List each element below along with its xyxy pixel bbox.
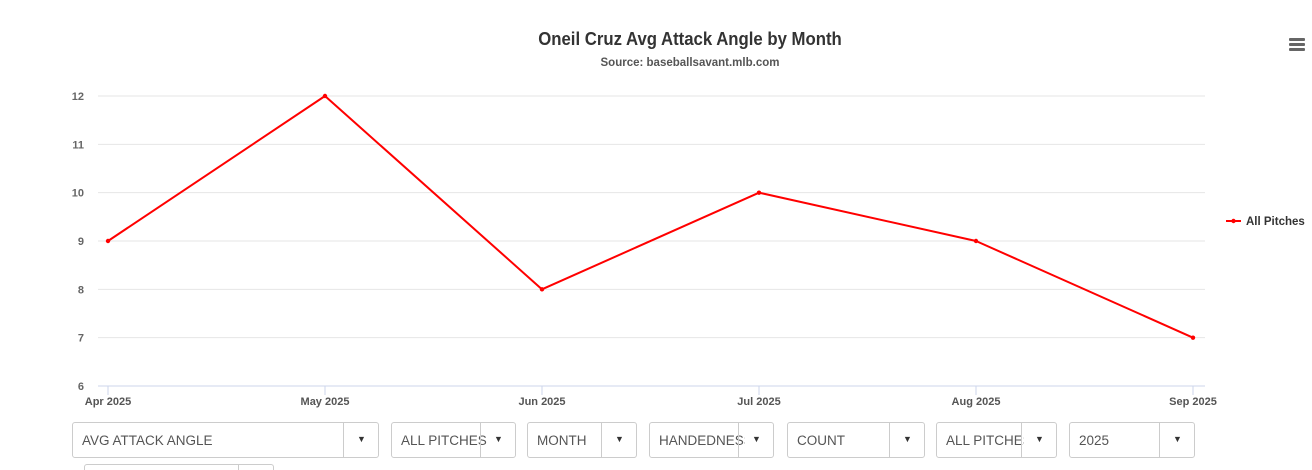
metric-dropdown[interactable]: AVG ATTACK ANGLE ▼ xyxy=(72,422,379,458)
data-point xyxy=(539,287,545,292)
x-tick-label: Jun 2025 xyxy=(518,396,565,408)
chevron-down-icon: ▼ xyxy=(357,434,366,444)
pitch-filter-dropdown-label: ALL PITCHES xyxy=(946,433,1024,448)
y-tick-label: 7 xyxy=(78,333,84,345)
chart-subtitle: Source: baseballsavant.mlb.com xyxy=(600,57,780,69)
legend-marker xyxy=(1231,218,1236,224)
menu-bar-top xyxy=(1289,38,1305,41)
data-point xyxy=(322,93,328,99)
group-by-dropdown-toggle[interactable]: ▼ xyxy=(601,423,636,457)
pitch-type-dropdown[interactable]: ALL PITCHES ▼ xyxy=(391,422,516,458)
chart-title: Oneil Cruz Avg Attack Angle by Month xyxy=(538,29,842,49)
x-tick-label: May 2025 xyxy=(301,396,350,408)
extra-dropdown-toggle[interactable] xyxy=(238,465,273,470)
extra-dropdown[interactable] xyxy=(84,464,274,470)
menu-bar-bottom xyxy=(1289,48,1305,51)
chevron-down-icon: ▼ xyxy=(615,434,624,444)
y-tick-label: 11 xyxy=(72,139,84,151)
line-chart: 6 7 8 9 10 11 12 Apr 2025 May 2025 Jun 2025 Jul 20… xyxy=(72,91,1305,408)
hamburger-menu-icon[interactable] xyxy=(1284,33,1310,55)
metric-dropdown-toggle[interactable]: ▼ xyxy=(343,423,378,457)
x-tick-label: Sep 2025 xyxy=(1169,396,1217,408)
y-tick-label: 9 xyxy=(78,236,84,248)
x-tick-label: Apr 2025 xyxy=(85,396,131,408)
x-tick-label: Jul 2025 xyxy=(737,396,780,408)
pitch-type-dropdown-label: ALL PITCHES xyxy=(401,433,487,448)
pitch-filter-dropdown-toggle[interactable]: ▼ xyxy=(1021,423,1056,457)
handedness-dropdown[interactable]: HANDEDNESS ▼ xyxy=(649,422,774,458)
chevron-down-icon: ▼ xyxy=(752,434,761,444)
pitch-type-dropdown-toggle[interactable]: ▼ xyxy=(480,423,515,457)
data-point xyxy=(973,238,979,244)
y-tick-label: 10 xyxy=(72,188,84,200)
chevron-down-icon: ▼ xyxy=(1035,434,1044,444)
series-line xyxy=(107,95,1194,339)
y-tick-label: 6 xyxy=(78,381,84,393)
group-by-dropdown[interactable]: MONTH ▼ xyxy=(527,422,637,458)
y-tick-label: 12 xyxy=(72,91,84,103)
x-tick-label: Aug 2025 xyxy=(952,396,1001,408)
handedness-dropdown-toggle[interactable]: ▼ xyxy=(738,423,773,457)
chevron-down-icon: ▼ xyxy=(1173,434,1182,444)
legend-label: All Pitches xyxy=(1246,216,1305,228)
metric-dropdown-label: AVG ATTACK ANGLE xyxy=(82,433,213,448)
season-dropdown[interactable]: 2025 ▼ xyxy=(1069,422,1195,458)
data-point xyxy=(105,238,111,244)
chevron-down-icon: ▼ xyxy=(903,434,912,444)
count-dropdown-toggle[interactable]: ▼ xyxy=(889,423,924,457)
pitch-filter-dropdown[interactable]: ALL PITCHES ▼ xyxy=(936,422,1057,458)
handedness-dropdown-label: HANDEDNESS xyxy=(659,433,745,448)
data-point xyxy=(1190,335,1196,340)
chevron-down-icon: ▼ xyxy=(494,434,503,444)
group-by-dropdown-label: MONTH xyxy=(537,433,587,448)
y-tick-label: 8 xyxy=(78,284,84,296)
count-dropdown[interactable]: COUNT ▼ xyxy=(787,422,925,458)
data-point xyxy=(756,190,762,195)
filter-controls: AVG ATTACK ANGLE ▼ ALL PITCHES ▼ MONTH ▼… xyxy=(0,422,1312,470)
season-dropdown-label: 2025 xyxy=(1079,433,1110,448)
season-dropdown-toggle[interactable]: ▼ xyxy=(1159,423,1194,457)
count-dropdown-label: COUNT xyxy=(797,433,845,448)
menu-bar-middle xyxy=(1289,43,1305,46)
